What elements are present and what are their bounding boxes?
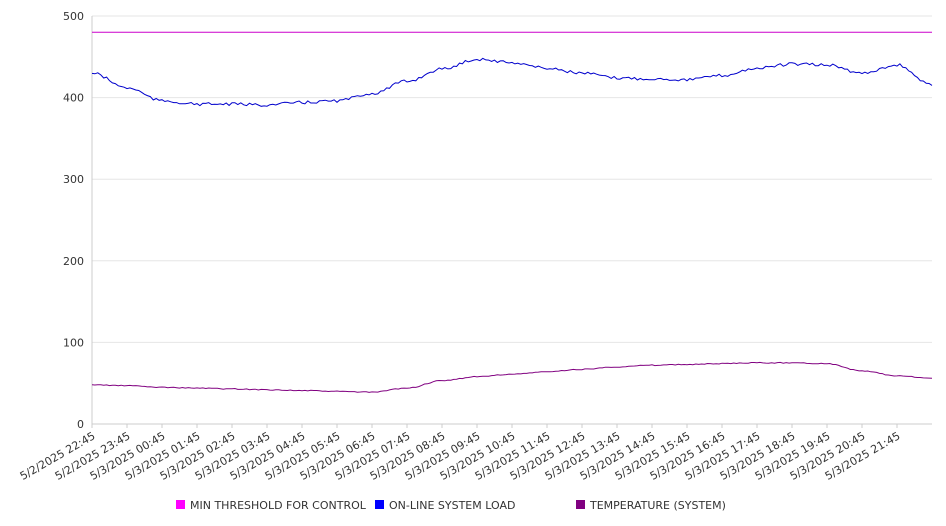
series-line-temperature-system- bbox=[91, 361, 933, 393]
y-axis-ticks: 0 100 200 300 400 500 bbox=[63, 10, 84, 431]
series-line-on-line-system-load bbox=[91, 57, 933, 107]
y-tick-label: 100 bbox=[63, 336, 84, 349]
legend-label: ON-LINE SYSTEM LOAD bbox=[389, 499, 515, 512]
x-axis-ticks: 5/2/2025 22:455/2/2025 23:455/3/2025 00:… bbox=[18, 424, 903, 483]
y-tick-label: 400 bbox=[63, 92, 84, 105]
y-tick-label: 300 bbox=[63, 173, 84, 186]
legend-swatch bbox=[576, 500, 585, 509]
legend-label: MIN THRESHOLD FOR CONTROL bbox=[190, 499, 367, 512]
legend-label: TEMPERATURE (SYSTEM) bbox=[589, 499, 726, 512]
y-tick-label: 500 bbox=[63, 10, 84, 23]
legend: MIN THRESHOLD FOR CONTROL ON-LINE SYSTEM … bbox=[176, 499, 726, 512]
legend-swatch bbox=[176, 500, 185, 509]
legend-swatch bbox=[375, 500, 384, 509]
series-lines bbox=[91, 31, 933, 393]
y-tick-label: 200 bbox=[63, 255, 84, 268]
y-tick-label: 0 bbox=[77, 418, 84, 431]
